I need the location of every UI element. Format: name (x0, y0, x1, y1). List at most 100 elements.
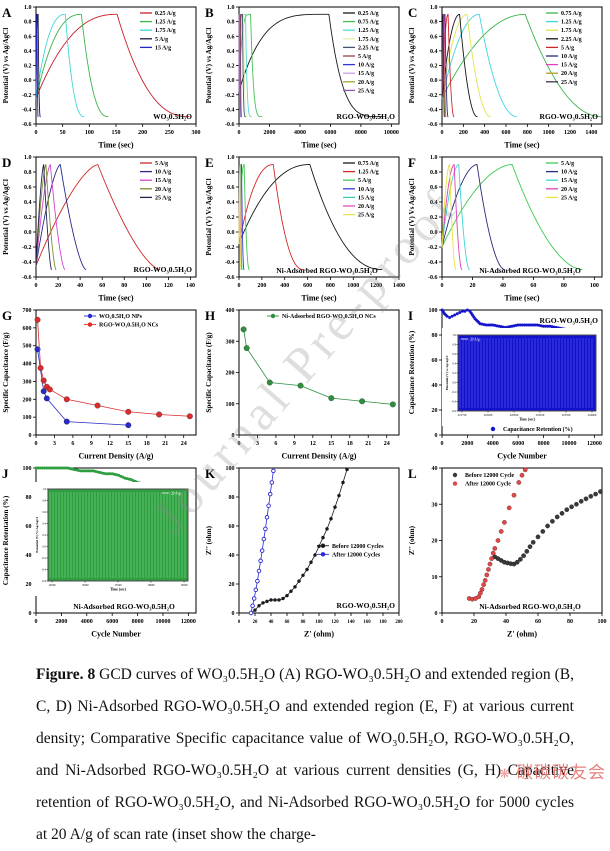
svg-text:Time (sec): Time (sec) (110, 588, 127, 592)
svg-text:8000: 8000 (538, 441, 550, 447)
chart-b: 0 2000 4000 6000 8000 10000 -0.6 -0.4 -0.2 0.0 0.2… (205, 5, 400, 150)
svg-text:20 A/g: 20 A/g (470, 337, 480, 341)
svg-text:0: 0 (29, 611, 32, 617)
svg-text:160: 160 (363, 620, 371, 625)
svg-text:0.0: 0.0 (24, 78, 32, 84)
svg-text:0.0: 0.0 (430, 78, 438, 84)
svg-text:-0.2: -0.2 (428, 245, 438, 251)
svg-text:0.0: 0.0 (453, 382, 457, 385)
svg-text:400: 400 (23, 362, 32, 368)
svg-text:120: 120 (164, 283, 173, 289)
svg-text:400: 400 (280, 283, 289, 289)
svg-text:0: 0 (232, 611, 235, 617)
svg-text:322200: 322200 (484, 413, 493, 417)
svg-text:2.25 A/g: 2.25 A/g (358, 45, 379, 51)
chart-g: 0 3 6 9 12 15 18 21 24 0 100 200 300 400 500 600 700 Curr… (2, 308, 197, 461)
svg-text:-0.6: -0.6 (225, 122, 235, 128)
svg-text:15000: 15000 (81, 583, 89, 587)
svg-text:0.8: 0.8 (430, 20, 438, 26)
chart-i: 0 2000 4000 6000 8000 10000 12000 0 20 40 60 80 100 C… (408, 308, 603, 461)
svg-text:0.2: 0.2 (227, 215, 235, 221)
svg-text:-0.4: -0.4 (428, 107, 438, 113)
svg-text:0.2: 0.2 (430, 215, 438, 221)
chart-a: 0 50 100 150 200 250 300 -0.6 -0.4 -0.2 0.0 0.2 0.4 0… (2, 5, 201, 150)
svg-text:200: 200 (257, 283, 266, 289)
caption-body: GCD curves of WO₃0.5H₂O (A) RGO-WO₃0.5H₂… (36, 666, 574, 843)
svg-text:20: 20 (469, 283, 475, 289)
panel-b-gcd-rgo-wo3: 0 2000 4000 6000 8000 10000 -0.6 -0.4 -0.2 0.0 0.2… (203, 0, 406, 150)
svg-text:0: 0 (232, 433, 235, 439)
svg-text:25 A/g: 25 A/g (358, 213, 374, 219)
svg-text:K: K (205, 466, 216, 481)
svg-text:-0.4: -0.4 (452, 401, 457, 404)
svg-text:L: L (408, 466, 417, 481)
svg-text:80: 80 (561, 283, 567, 289)
svg-text:Potential (V) vs Ag/AgCl: Potential (V) vs Ag/AgCl (2, 28, 10, 104)
svg-text:-0.2: -0.2 (22, 245, 32, 251)
svg-text:6000: 6000 (106, 619, 118, 625)
svg-text:After 12000 Cycles: After 12000 Cycles (332, 552, 381, 558)
svg-text:5 A/g: 5 A/g (561, 161, 574, 167)
svg-text:F: F (408, 155, 416, 170)
svg-text:180: 180 (379, 620, 387, 625)
svg-text:0: 0 (441, 130, 444, 136)
svg-text:Current Density (A/g): Current Density (A/g) (79, 452, 154, 461)
svg-text:0.2: 0.2 (24, 64, 32, 70)
svg-text:100: 100 (598, 619, 607, 625)
svg-text:-0.6: -0.6 (428, 275, 438, 281)
svg-text:200: 200 (226, 371, 235, 377)
svg-text:5 A/g: 5 A/g (155, 161, 168, 167)
svg-text:10 A/g: 10 A/g (155, 170, 171, 176)
svg-text:1.0: 1.0 (43, 488, 47, 491)
svg-text:0.0: 0.0 (24, 230, 32, 236)
svg-text:2000: 2000 (55, 619, 67, 625)
svg-text:1400: 1400 (585, 130, 597, 136)
svg-text:300: 300 (192, 130, 201, 136)
svg-text:60: 60 (26, 524, 32, 530)
svg-text:400: 400 (226, 308, 235, 314)
svg-text:15 A/g: 15 A/g (561, 63, 577, 69)
svg-text:60: 60 (535, 619, 541, 625)
svg-text:20 A/g: 20 A/g (155, 187, 171, 193)
svg-text:600: 600 (23, 326, 32, 332)
svg-text:25 A/g: 25 A/g (358, 88, 374, 94)
svg-text:8000: 8000 (132, 619, 144, 625)
svg-text:10 A/g: 10 A/g (561, 54, 577, 60)
svg-text:10000: 10000 (384, 130, 399, 136)
svg-text:G: G (2, 308, 12, 323)
svg-text:80: 80 (301, 620, 306, 625)
chart-d: 0 20 40 60 80 100 120 140 -0.6 -0.4 -0.2 0.0 0.2 0.4 0… (2, 155, 197, 303)
svg-text:1000: 1000 (347, 283, 359, 289)
svg-text:0.2: 0.2 (453, 372, 457, 375)
svg-text:0.6: 0.6 (430, 34, 438, 40)
figure-8: 0 50 100 150 200 250 300 -0.6 -0.4 -0.2 0.0 0.2 0.4 0… (0, 0, 607, 639)
svg-text:24: 24 (384, 441, 390, 447)
svg-text:5 A/g: 5 A/g (155, 37, 168, 43)
svg-text:60: 60 (229, 524, 235, 530)
svg-text:100: 100 (85, 130, 94, 136)
svg-text:Ni-Adsorbed RGO-WO₃0.5H₂O: Ni-Adsorbed RGO-WO₃0.5H₂O (73, 602, 175, 611)
svg-text:Z' (ohm): Z' (ohm) (507, 630, 537, 639)
chart-h: 0 3 6 9 12 15 18 21 24 0 100 200 300 400 Current Densi… (205, 308, 400, 461)
svg-text:800: 800 (523, 130, 532, 136)
svg-text:6: 6 (71, 441, 74, 447)
svg-text:80: 80 (229, 495, 235, 501)
svg-text:40: 40 (26, 553, 32, 559)
svg-text:25 A/g: 25 A/g (561, 195, 577, 201)
svg-text:15: 15 (125, 441, 131, 447)
svg-text:300: 300 (226, 339, 235, 345)
svg-text:40: 40 (229, 553, 235, 559)
svg-text:Current Density (A/g): Current Density (A/g) (282, 452, 357, 461)
svg-text:1.75 A/g: 1.75 A/g (358, 37, 379, 43)
svg-text:-0.6: -0.6 (428, 122, 438, 128)
svg-text:I: I (408, 308, 413, 323)
svg-text:15 A/g: 15 A/g (155, 178, 171, 184)
panel-d-gcd-rgo-wo3-high: 0 20 40 60 80 100 120 140 -0.6 -0.4 -0.2 0.0 0.2 0.4 0… (0, 150, 203, 303)
svg-text:0.4: 0.4 (227, 200, 235, 206)
svg-text:2.25 A/g: 2.25 A/g (561, 37, 582, 43)
svg-text:24: 24 (181, 441, 187, 447)
svg-text:21: 21 (365, 441, 371, 447)
svg-text:324000: 324000 (588, 413, 597, 417)
svg-text:-0.2: -0.2 (42, 557, 47, 560)
svg-text:Ni-Adsorbed RGO-WO₃0.5H₂O: Ni-Adsorbed RGO-WO₃0.5H₂O (479, 266, 581, 275)
